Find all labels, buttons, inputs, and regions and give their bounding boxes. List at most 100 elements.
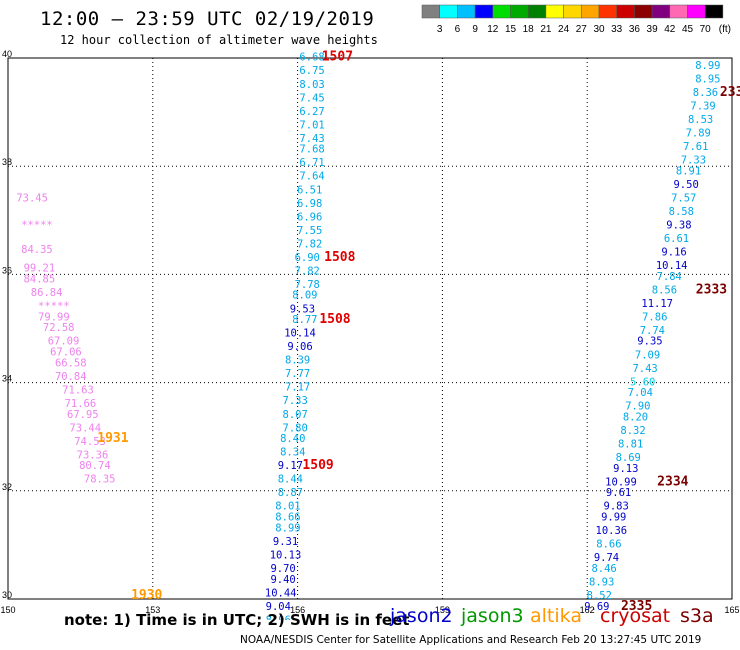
data-point-label: 8.01 bbox=[275, 501, 300, 513]
note-text: note: 1) Time is in UTC; 2) SWH is in fe… bbox=[64, 611, 410, 629]
data-point-label: 8.32 bbox=[620, 425, 645, 437]
scale-label: 39 bbox=[647, 24, 659, 35]
data-point-label: 86.84 bbox=[31, 287, 63, 299]
data-point-label: 67.06 bbox=[50, 347, 82, 359]
time-annotation: 1508 bbox=[319, 312, 350, 327]
data-point-label: 9.50 bbox=[673, 179, 698, 191]
data-point-label: 8.34 bbox=[280, 447, 305, 459]
data-point-label: 73.36 bbox=[77, 449, 109, 461]
scale-label: 42 bbox=[664, 24, 676, 35]
data-point-label: 7.17 bbox=[285, 382, 310, 394]
data-point-label: 6.98 bbox=[297, 198, 322, 210]
data-point-label: 7.80 bbox=[283, 422, 308, 434]
x-tick-label: 153 bbox=[145, 605, 160, 615]
scale-label: 36 bbox=[629, 24, 641, 35]
data-point-label: 9.83 bbox=[604, 501, 629, 513]
data-point-label: 7.55 bbox=[297, 225, 322, 237]
y-tick-label: 32 bbox=[2, 482, 12, 492]
data-point-label: 10.99 bbox=[605, 476, 637, 488]
scale-label: 15 bbox=[505, 24, 517, 35]
scale-label: 70 bbox=[700, 24, 712, 35]
scale-label: 33 bbox=[611, 24, 623, 35]
data-point-label: 73.44 bbox=[69, 422, 101, 434]
chart-title: 12:00 – 23:59 UTC 02/19/2019 bbox=[40, 8, 375, 30]
data-point-label: 8.58 bbox=[669, 206, 694, 218]
scale-label: 6 bbox=[455, 24, 461, 35]
data-point-label: 8.53 bbox=[688, 114, 713, 126]
data-point-label: 9.40 bbox=[270, 574, 295, 586]
data-point-label: 8.66 bbox=[596, 539, 621, 551]
data-point-label: 8.69 bbox=[616, 452, 641, 464]
y-tick-label: 36 bbox=[2, 265, 12, 275]
data-point-label: 7.82 bbox=[295, 265, 320, 277]
footer-credit: NOAA/NESDIS Center for Satellite Applica… bbox=[240, 634, 702, 646]
data-point-label: 7.68 bbox=[299, 144, 324, 156]
y-tick-label: 40 bbox=[2, 49, 12, 59]
data-point-label: 6.51 bbox=[297, 184, 322, 196]
time-annotation: 1508 bbox=[324, 250, 355, 265]
data-point-label: 8.91 bbox=[676, 165, 701, 177]
data-point-label: 8.95 bbox=[695, 73, 720, 85]
data-point-label: 7.09 bbox=[635, 349, 660, 361]
wave-height-chart: 150 153 156 159 162 165 30 32 34 36 38 40 73.45 *****… bbox=[0, 49, 740, 620]
data-point-label: 84.85 bbox=[24, 274, 56, 286]
data-point-label: 7.33 bbox=[681, 154, 706, 166]
data-point-label: 7.01 bbox=[299, 119, 324, 131]
scale-label: 45 bbox=[682, 24, 694, 35]
data-point-label: 7.43 bbox=[632, 363, 657, 375]
data-point-label: 7.74 bbox=[640, 325, 665, 337]
scale-label: 30 bbox=[593, 24, 605, 35]
x-tick-label: 165 bbox=[724, 605, 739, 615]
data-point-label: 5.60 bbox=[630, 376, 655, 388]
y-tick-label: 30 bbox=[2, 590, 12, 600]
time-annotation: 2335 bbox=[621, 599, 652, 614]
data-point-label: 7.86 bbox=[642, 311, 667, 323]
data-point-label: 6.96 bbox=[297, 211, 322, 223]
data-point-label: 9.35 bbox=[637, 336, 662, 348]
scale-label: 18 bbox=[523, 24, 535, 35]
data-point-label: 8.66 bbox=[275, 512, 300, 524]
data-point-label: 11.17 bbox=[641, 298, 673, 310]
data-point-label: 99.21 bbox=[24, 263, 56, 275]
scale-label: 12 bbox=[487, 24, 499, 35]
legend-altika: altika bbox=[530, 605, 582, 627]
data-point-label: 7.82 bbox=[297, 238, 322, 250]
legend-jason3: jason3 bbox=[461, 605, 524, 627]
data-point-label: 9.04 bbox=[266, 601, 291, 613]
data-point-label: 9.53 bbox=[290, 303, 315, 315]
data-point-label: 7.04 bbox=[628, 387, 653, 399]
data-point-label: 66.58 bbox=[55, 357, 87, 369]
data-point-label: 7.90 bbox=[625, 401, 650, 413]
data-point-label: 10.36 bbox=[596, 525, 628, 537]
x-tick-label: 162 bbox=[580, 605, 595, 615]
data-point-label: 8.20 bbox=[623, 411, 648, 423]
data-point-label: 8.93 bbox=[589, 576, 614, 588]
data-point-label: ***** bbox=[38, 301, 70, 313]
data-point-label: 8.99 bbox=[695, 60, 720, 72]
data-point-label: 67.09 bbox=[48, 336, 80, 348]
data-point-label: 74.53 bbox=[74, 436, 106, 448]
data-point-label: 7.33 bbox=[283, 395, 308, 407]
data-point-label: 7.64 bbox=[299, 171, 324, 183]
data-point-label: 67.95 bbox=[67, 409, 99, 421]
data-point-label: 8.56 bbox=[652, 284, 677, 296]
legend-cryosat: cryosat bbox=[600, 605, 671, 627]
data-point-label: 7.78 bbox=[295, 279, 320, 291]
data-point-label: 84.35 bbox=[21, 244, 53, 256]
y-tick-label: 38 bbox=[2, 157, 12, 167]
scale-label: 3 bbox=[437, 24, 443, 35]
data-point-label: 8.39 bbox=[285, 355, 310, 367]
data-point-label: 7.45 bbox=[299, 92, 324, 104]
data-point-label: 80.74 bbox=[79, 460, 111, 472]
data-point-label: 8.03 bbox=[299, 79, 324, 91]
data-point-label: 10.44 bbox=[265, 587, 297, 599]
time-annotation: 1930 bbox=[131, 588, 162, 603]
time-annotation: 2334 bbox=[657, 474, 688, 489]
x-tick-label: 159 bbox=[435, 605, 450, 615]
data-point-label: 9.06 bbox=[287, 341, 312, 353]
data-point-label: 6.90 bbox=[295, 252, 320, 264]
data-point-label: 78.35 bbox=[84, 474, 116, 486]
data-point-label: 9.70 bbox=[270, 563, 295, 575]
data-point-label: 7.61 bbox=[683, 141, 708, 153]
time-annotation: 233 bbox=[720, 85, 740, 100]
